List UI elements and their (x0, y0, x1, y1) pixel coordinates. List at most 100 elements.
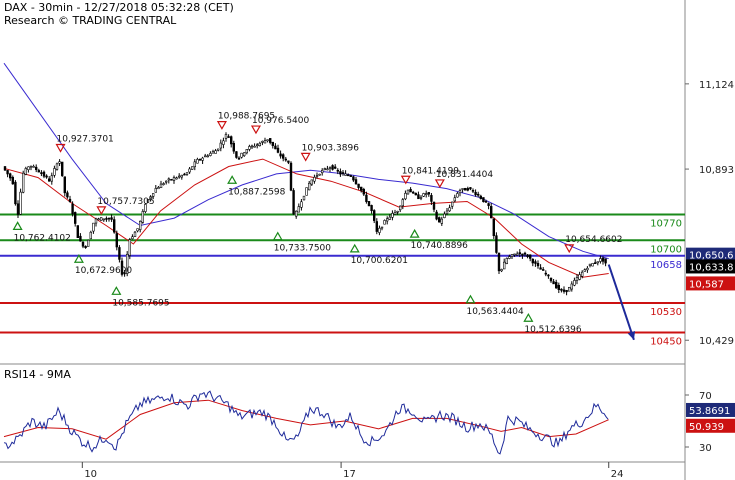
price-tag-label: 10,587 (689, 279, 724, 290)
candle-body (432, 201, 436, 210)
candle-body (349, 175, 352, 177)
high-marker (250, 125, 262, 135)
candle-body (261, 140, 264, 143)
candle-body (206, 155, 209, 158)
candle-body (601, 257, 605, 262)
candle-body (222, 140, 225, 145)
time-tick-label: 10 (84, 469, 97, 480)
candle-body (266, 139, 269, 142)
candle-body (443, 213, 446, 219)
candle-body (152, 193, 155, 197)
candle-body (281, 154, 285, 159)
candle-body (495, 235, 498, 253)
high-label: 10,841.4199 (402, 166, 460, 176)
candle-body (476, 193, 480, 196)
candle-body (24, 168, 27, 175)
candle-body (560, 288, 563, 291)
candle-body (92, 222, 95, 232)
rsi-tag-box (686, 402, 735, 417)
candle-body (523, 252, 527, 255)
price-tick-label: 11,124 (699, 80, 734, 91)
candle-body (27, 166, 30, 171)
candle-body (294, 210, 298, 217)
level-label: 10450 (650, 336, 682, 347)
low-marker (111, 286, 122, 295)
candle-body (591, 263, 594, 267)
price-candles (3, 132, 607, 296)
high-marker (96, 206, 107, 216)
high-label: 10,831.4404 (436, 170, 494, 180)
candle-body (336, 169, 339, 172)
candle-body (245, 149, 248, 154)
rsi-moving-average (3, 399, 609, 440)
candle-body (276, 147, 280, 153)
candle-body (271, 141, 274, 146)
low-label: 10,887.2598 (228, 187, 286, 197)
candle-body (383, 220, 386, 225)
candle-body (318, 173, 321, 176)
candle-body (406, 189, 410, 195)
candle-body (396, 210, 399, 213)
candle-body (97, 218, 100, 221)
candle-body (370, 205, 373, 211)
candle-body (388, 216, 391, 220)
candle-body (515, 253, 519, 256)
candle-body (94, 218, 98, 224)
candle-body (219, 142, 222, 149)
low-marker (272, 231, 283, 241)
candle-body (16, 203, 20, 215)
candle-body (42, 171, 46, 177)
candle-body (505, 258, 508, 264)
candle-body (599, 258, 602, 262)
candle-body (60, 161, 64, 176)
candle-body (211, 151, 215, 154)
candle-body (81, 241, 85, 247)
rsi-line (3, 390, 609, 455)
candle-body (565, 289, 568, 293)
price-tick-label: 10,429 (699, 336, 734, 347)
rsi-panel: RSI14 - 9MA 30 70 53.8691 50.939 (0, 368, 735, 463)
rsi-tag-label: 53.8691 (689, 406, 730, 417)
candle-body (274, 145, 277, 150)
candle-body (118, 247, 121, 260)
candle-body (188, 168, 191, 173)
candle-body (292, 190, 295, 215)
candle-body (378, 227, 381, 233)
candle-body (284, 158, 287, 161)
candle-body (440, 218, 443, 224)
candle-body (159, 183, 163, 189)
low-marker (409, 228, 420, 238)
candle-body (380, 226, 384, 229)
candle-body (240, 152, 243, 158)
candle-body (482, 197, 485, 203)
low-marker (349, 243, 360, 253)
candle-body (141, 211, 144, 223)
candle-body (450, 201, 454, 207)
candle-body (326, 168, 329, 171)
low-label: 10,563.4404 (466, 307, 524, 317)
candle-body (357, 183, 360, 188)
candle-body (575, 277, 579, 281)
candle-body (578, 274, 581, 280)
candle-body (154, 188, 157, 193)
candle-body (362, 189, 365, 195)
candle-body (305, 187, 308, 196)
candle-body (307, 182, 311, 191)
candle-body (586, 267, 589, 271)
slow-moving-average (3, 62, 609, 260)
low-marker (465, 294, 476, 304)
candle-body (469, 187, 472, 190)
price-axis: 10,429 10,893 11,124 (685, 80, 734, 347)
candle-body (50, 175, 54, 182)
candle-body (19, 191, 22, 215)
high-label: 10,976.5400 (252, 116, 310, 126)
candle-body (253, 145, 256, 148)
low-label: 10,733.7500 (274, 244, 332, 254)
candle-body (531, 258, 535, 264)
candle-body (263, 140, 267, 144)
candle-body (497, 252, 501, 272)
candle-body (461, 188, 464, 190)
rsi-tick-label: 30 (699, 443, 712, 454)
